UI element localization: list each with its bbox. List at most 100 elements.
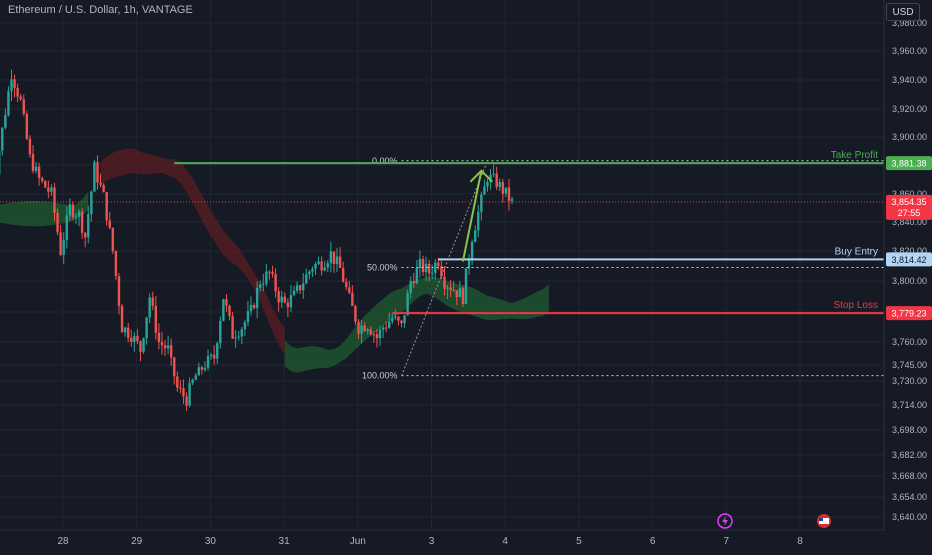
candle — [265, 272, 267, 284]
candle — [90, 192, 92, 215]
candle — [320, 262, 322, 271]
price-tag-label: 3,814.42 — [891, 255, 926, 265]
currency-button[interactable]: USD — [886, 3, 920, 21]
candle — [63, 240, 65, 255]
candle — [207, 356, 209, 368]
level-name-take-profit: Take Profit — [831, 150, 878, 161]
fib-level-label: 100.00% — [362, 371, 398, 381]
candle — [228, 306, 230, 316]
candle — [379, 330, 381, 338]
candle — [403, 315, 405, 323]
candle — [413, 281, 415, 283]
candle — [41, 178, 43, 181]
fib-trend-line — [401, 161, 487, 376]
x-tick-label: 7 — [724, 536, 730, 547]
candle — [130, 338, 132, 342]
candle — [176, 376, 178, 387]
x-tick-label: 4 — [502, 536, 508, 547]
candle — [167, 345, 169, 348]
candle — [462, 288, 464, 304]
x-tick-label: Jun — [350, 536, 366, 547]
y-tick-label: 3,920.00 — [892, 104, 927, 114]
candle — [148, 297, 150, 317]
candle — [173, 357, 175, 376]
candle — [456, 290, 458, 297]
candle — [370, 329, 372, 334]
candle — [339, 257, 341, 268]
candle — [72, 205, 74, 217]
candle — [66, 215, 68, 239]
candle — [480, 195, 482, 212]
candle — [308, 272, 310, 275]
y-tick-label: 3,640.00 — [892, 512, 927, 522]
candle — [118, 276, 120, 306]
candle — [508, 187, 510, 200]
candle — [23, 99, 25, 114]
candle — [164, 345, 166, 348]
candle — [35, 167, 37, 171]
candle — [213, 355, 215, 359]
flag-canton — [819, 518, 823, 521]
candle — [244, 322, 246, 329]
y-tick-label: 3,760.00 — [892, 337, 927, 347]
level-name-stop-loss: Stop Loss — [834, 300, 878, 311]
candle — [201, 367, 203, 370]
candle — [363, 326, 365, 332]
candle — [112, 228, 114, 251]
candle — [305, 274, 307, 283]
candle — [121, 306, 123, 333]
candle — [238, 337, 240, 338]
candle — [133, 336, 135, 342]
candle — [115, 251, 117, 276]
candle — [139, 341, 141, 352]
candle — [505, 187, 507, 193]
candle — [195, 375, 197, 379]
candle — [136, 336, 138, 341]
candle — [127, 328, 129, 338]
candle — [1, 128, 3, 151]
candle — [394, 317, 396, 318]
candle — [348, 287, 350, 292]
candle — [314, 264, 316, 269]
candle — [69, 205, 71, 216]
candle — [109, 220, 111, 227]
candle — [410, 281, 412, 293]
x-tick-label: 5 — [576, 536, 582, 547]
candle — [293, 291, 295, 295]
y-tick-label: 3,730.00 — [892, 376, 927, 386]
candle — [155, 306, 157, 333]
candle — [342, 268, 344, 282]
candle — [198, 367, 200, 375]
y-tick-label: 3,668.00 — [892, 471, 927, 481]
candle — [26, 114, 28, 139]
candle — [474, 230, 476, 242]
candle — [32, 154, 34, 171]
candle — [47, 187, 49, 191]
candle — [16, 88, 18, 97]
candle — [434, 263, 436, 273]
candle — [502, 182, 504, 194]
candle — [179, 388, 181, 389]
candle — [256, 288, 258, 308]
y-tick-label: 3,698.00 — [892, 425, 927, 435]
candle — [231, 316, 233, 339]
candle — [188, 383, 190, 406]
candle — [459, 288, 461, 297]
x-tick-label: 30 — [205, 536, 217, 547]
candle — [437, 263, 439, 266]
candle — [351, 293, 353, 306]
candle — [397, 317, 399, 321]
candle — [145, 317, 147, 338]
x-tick-label: 31 — [279, 536, 291, 547]
candle — [142, 338, 144, 352]
ichimoku-cloud — [0, 191, 88, 226]
current-price-label: 3,854.35 — [891, 197, 926, 207]
candle — [422, 259, 424, 272]
candle — [367, 329, 369, 331]
candle — [452, 290, 454, 291]
candle — [327, 263, 329, 267]
y-tick-label: 3,654.00 — [892, 492, 927, 502]
candle — [105, 192, 107, 220]
